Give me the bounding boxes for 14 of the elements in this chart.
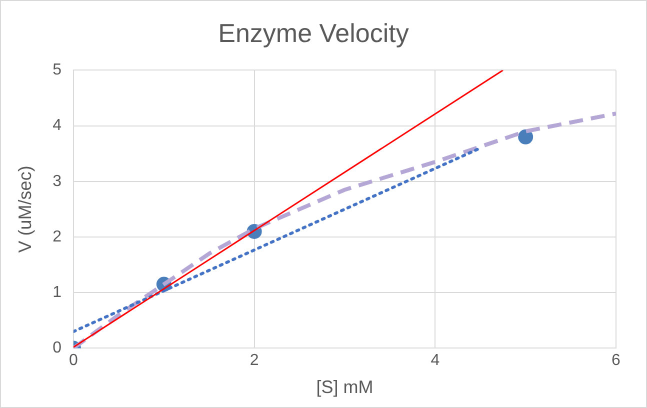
x-tick-label: 2 — [250, 352, 259, 370]
y-tick-label: 2 — [52, 228, 62, 246]
x-tick-label: 0 — [69, 352, 78, 370]
x-tick-label: 6 — [612, 352, 621, 370]
point — [518, 129, 534, 144]
y-tick-label: 4 — [52, 117, 62, 134]
y-axis-title: V (uM/sec) — [14, 166, 35, 253]
y-tick-label: 1 — [52, 284, 62, 302]
y-tick-label: 3 — [52, 172, 62, 190]
y-tick-label: 0 — [52, 340, 62, 357]
x-axis-title: [S] mM — [316, 377, 374, 398]
x-tick-label: 4 — [430, 352, 440, 370]
y-tick-label: 5 — [52, 62, 62, 79]
chart-title: Enzyme Velocity — [218, 18, 409, 48]
